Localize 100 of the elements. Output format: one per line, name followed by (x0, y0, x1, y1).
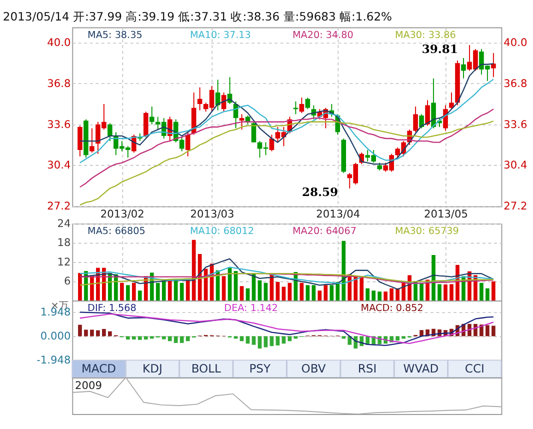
bar (162, 336, 166, 340)
bar (420, 330, 424, 336)
bar (474, 324, 478, 336)
bar (108, 331, 112, 336)
text: RSI (358, 362, 377, 376)
x-tick-label: 2013/02 (100, 208, 144, 220)
text: KDJ (142, 362, 162, 376)
bar (492, 326, 496, 336)
bar (378, 292, 382, 301)
bar (300, 282, 304, 301)
candlestick (143, 111, 148, 138)
bar (372, 290, 376, 301)
y-tick-label: -1.948 (36, 354, 71, 367)
y-tick-label: 33.6 (47, 118, 71, 131)
candlestick (299, 97, 304, 114)
bar (78, 272, 82, 301)
candlestick (149, 106, 154, 125)
candlestick (90, 128, 94, 154)
y-tick-label: 24 (57, 218, 71, 230)
bar (246, 336, 250, 344)
bar (90, 330, 94, 336)
candlestick (443, 104, 448, 132)
series-label: DEA: 1.142 (224, 303, 278, 314)
bar (252, 336, 256, 345)
bar (396, 288, 400, 301)
x-tick-label: 2013/05 (424, 208, 468, 220)
bar (102, 328, 106, 336)
y-tick-label: 36.8 (47, 78, 71, 90)
y2-tick-label: 33.6 (504, 118, 528, 131)
bar (360, 277, 364, 301)
candlestick (461, 57, 466, 79)
bar (84, 330, 88, 336)
bar (264, 336, 268, 348)
bar (384, 292, 388, 301)
bar (330, 285, 334, 301)
bar (342, 336, 346, 339)
bar (132, 336, 136, 340)
bar (402, 336, 406, 339)
bar (438, 284, 442, 301)
y2-tick-label: 36.8 (504, 78, 528, 90)
bar (180, 336, 184, 343)
y-tick-label: 40.0 (47, 37, 71, 50)
bar (168, 336, 172, 342)
bar (306, 285, 310, 301)
y-tick-label: 27.2 (47, 200, 71, 213)
bar (78, 324, 82, 336)
text: BOLL (191, 362, 222, 376)
bar (138, 290, 142, 301)
y2-tick-label: 40.0 (504, 37, 528, 50)
bar (348, 336, 352, 345)
bar (432, 254, 436, 301)
bar (162, 280, 166, 301)
x-tick-label: 2013/03 (190, 208, 234, 220)
text: MA5: 66805 (88, 226, 146, 238)
x-tick-label: 2013/04 (316, 208, 360, 220)
bar (492, 281, 496, 301)
bar (276, 282, 280, 301)
text: MACD (81, 362, 116, 376)
bar (354, 276, 358, 301)
bar (396, 336, 400, 341)
bar (414, 282, 418, 301)
candlestick (78, 125, 82, 157)
bar (402, 282, 406, 301)
bar (144, 336, 148, 340)
bar (468, 324, 472, 336)
chart-title: 2013/05/14 开:37.99 高:39.19 低:37.31 收:38.36 量:59683 幅:1.62% (2, 10, 392, 24)
bar (450, 284, 454, 301)
bar (186, 280, 190, 301)
bar (282, 286, 286, 301)
y-tick-label: 12 (57, 256, 71, 268)
line-series (79, 78, 494, 164)
bar (342, 240, 346, 301)
text: MA30: 33.86 (394, 30, 456, 41)
text: WVAD (403, 362, 439, 376)
bar (222, 276, 226, 301)
bar (282, 336, 286, 344)
line-series (79, 266, 494, 284)
bar (480, 324, 484, 336)
bar (180, 282, 184, 301)
bar (174, 336, 178, 343)
bar (120, 282, 124, 301)
bar (258, 336, 262, 349)
text: MA20: 34.80 (292, 30, 354, 41)
bar (480, 282, 484, 301)
bar (276, 336, 280, 346)
bar (126, 285, 130, 301)
bar (156, 282, 160, 301)
bar (96, 330, 100, 336)
bar (132, 282, 136, 301)
candlestick (239, 114, 244, 130)
text: MA10: 68012 (190, 226, 254, 238)
bar (390, 288, 394, 301)
text: MA5: 38.35 (88, 30, 142, 41)
bar (126, 336, 130, 340)
bar (288, 282, 292, 301)
candlestick (305, 97, 310, 110)
y-tick-label: 30.4 (47, 160, 71, 172)
bar (168, 280, 172, 301)
bar (258, 280, 262, 301)
annotation: 28.59 (302, 185, 338, 200)
